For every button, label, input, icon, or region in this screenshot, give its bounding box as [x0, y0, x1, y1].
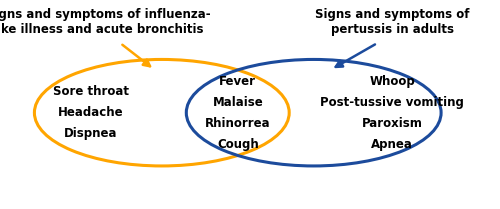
Text: Signs and symptoms of
pertussis in adults: Signs and symptoms of pertussis in adult…: [315, 8, 470, 36]
Text: Fever
Malaise
Rhinorrea
Cough: Fever Malaise Rhinorrea Cough: [205, 75, 270, 151]
Text: Whoop
Post-tussive vomiting
Paroxism
Apnea: Whoop Post-tussive vomiting Paroxism Apn…: [320, 75, 464, 151]
Text: Signs and symptoms of influenza-
like illness and acute bronchitis: Signs and symptoms of influenza- like il…: [0, 8, 210, 36]
Text: Sore throat
Headache
Dispnea: Sore throat Headache Dispnea: [53, 85, 129, 140]
